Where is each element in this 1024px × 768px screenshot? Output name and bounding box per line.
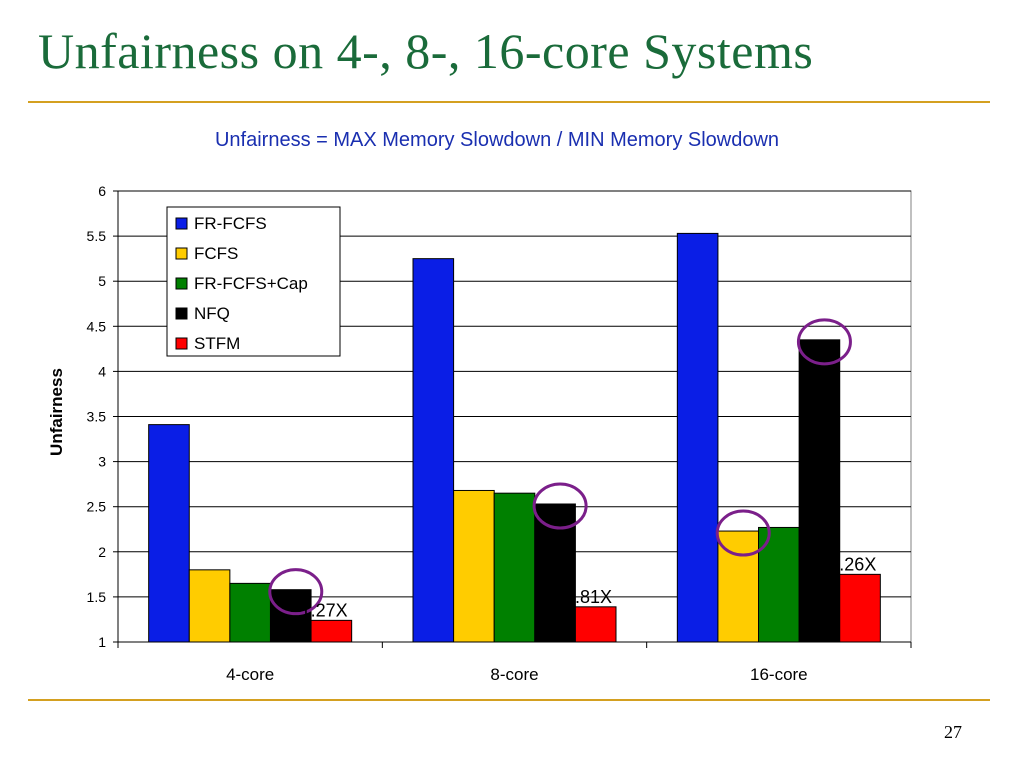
y-tick-label: 3	[98, 454, 106, 470]
bar-stfm-4-core	[310, 619, 353, 643]
highlight-circle	[268, 568, 324, 616]
highlight-circle	[796, 318, 852, 366]
chart-title: Unfairness = MAX Memory Slowdown / MIN M…	[215, 129, 779, 151]
bar-fr-fcfs-8-core	[412, 258, 455, 643]
legend-box	[166, 206, 341, 357]
speedup-annotation: 1.81X	[565, 587, 612, 607]
legend-swatch	[175, 307, 188, 320]
legend-swatch	[175, 337, 188, 350]
y-tick-label: 1.5	[87, 589, 107, 605]
y-tick-label: 5	[98, 273, 106, 289]
bar-fr-fcfs-cap-4-core	[229, 582, 271, 643]
highlight-circle	[715, 509, 771, 557]
y-tick-label: 3.5	[87, 409, 107, 425]
legend-entry: FR-FCFS	[194, 214, 267, 233]
legend-swatch	[175, 247, 188, 260]
y-tick-label: 1	[98, 634, 106, 650]
bars	[148, 232, 881, 643]
legend-entry: NFQ	[194, 304, 230, 323]
speedup-annotation: 1.26X	[829, 554, 876, 574]
bar-fcfs-8-core	[453, 489, 495, 643]
bar-fr-fcfs-16-core	[676, 232, 719, 643]
x-tick-label: 16-core	[750, 665, 808, 684]
slide-title: Unfairness on 4-, 8-, 16-core Systems	[38, 23, 814, 79]
x-tick-label: 4-core	[226, 665, 274, 684]
bar-fr-fcfs-cap-8-core	[493, 492, 536, 643]
title-divider	[28, 101, 990, 103]
legend-swatch	[175, 277, 188, 290]
x-tick-label: 8-core	[490, 665, 538, 684]
y-tick-label: 4	[98, 363, 106, 379]
legend-entry: FCFS	[194, 244, 238, 263]
bar-stfm-16-core	[839, 573, 881, 643]
footer-divider	[28, 699, 990, 701]
page-number: 27	[944, 722, 962, 742]
bar-nfq-16-core	[798, 339, 841, 643]
legend-entry: FR-FCFS+Cap	[194, 274, 308, 293]
bar-fr-fcfs-4-core	[148, 424, 190, 643]
y-tick-label: 2.5	[87, 499, 107, 515]
bar-nfq-8-core	[534, 503, 576, 643]
bar-stfm-8-core	[574, 606, 617, 643]
unfairness-bar-chart: Unfairness = MAX Memory Slowdown / MIN M…	[47, 129, 912, 684]
y-tick-label: 5.5	[87, 228, 107, 244]
y-tick-label: 4.5	[87, 318, 107, 334]
y-tick-label: 6	[98, 183, 106, 199]
legend-entry: STFM	[194, 334, 240, 353]
bar-nfq-4-core	[269, 589, 312, 643]
y-tick-label: 2	[98, 544, 106, 560]
axes: 1 1.5 2 2.5 3 3.5 4 4.5 5 5.5 6 4-core 8-core 16-core	[87, 183, 912, 684]
legend-swatch	[175, 217, 188, 230]
bar-fcfs-4-core	[188, 569, 231, 643]
legend: FR-FCFS FCFS FR-FCFS+Cap NFQ STFM	[166, 206, 341, 357]
highlight-circle	[532, 482, 588, 530]
y-axis-label: Unfairness	[47, 368, 66, 456]
annotations: 1.27X 1.81X 1.26X	[268, 318, 876, 620]
speedup-annotation: 1.27X	[301, 600, 348, 620]
